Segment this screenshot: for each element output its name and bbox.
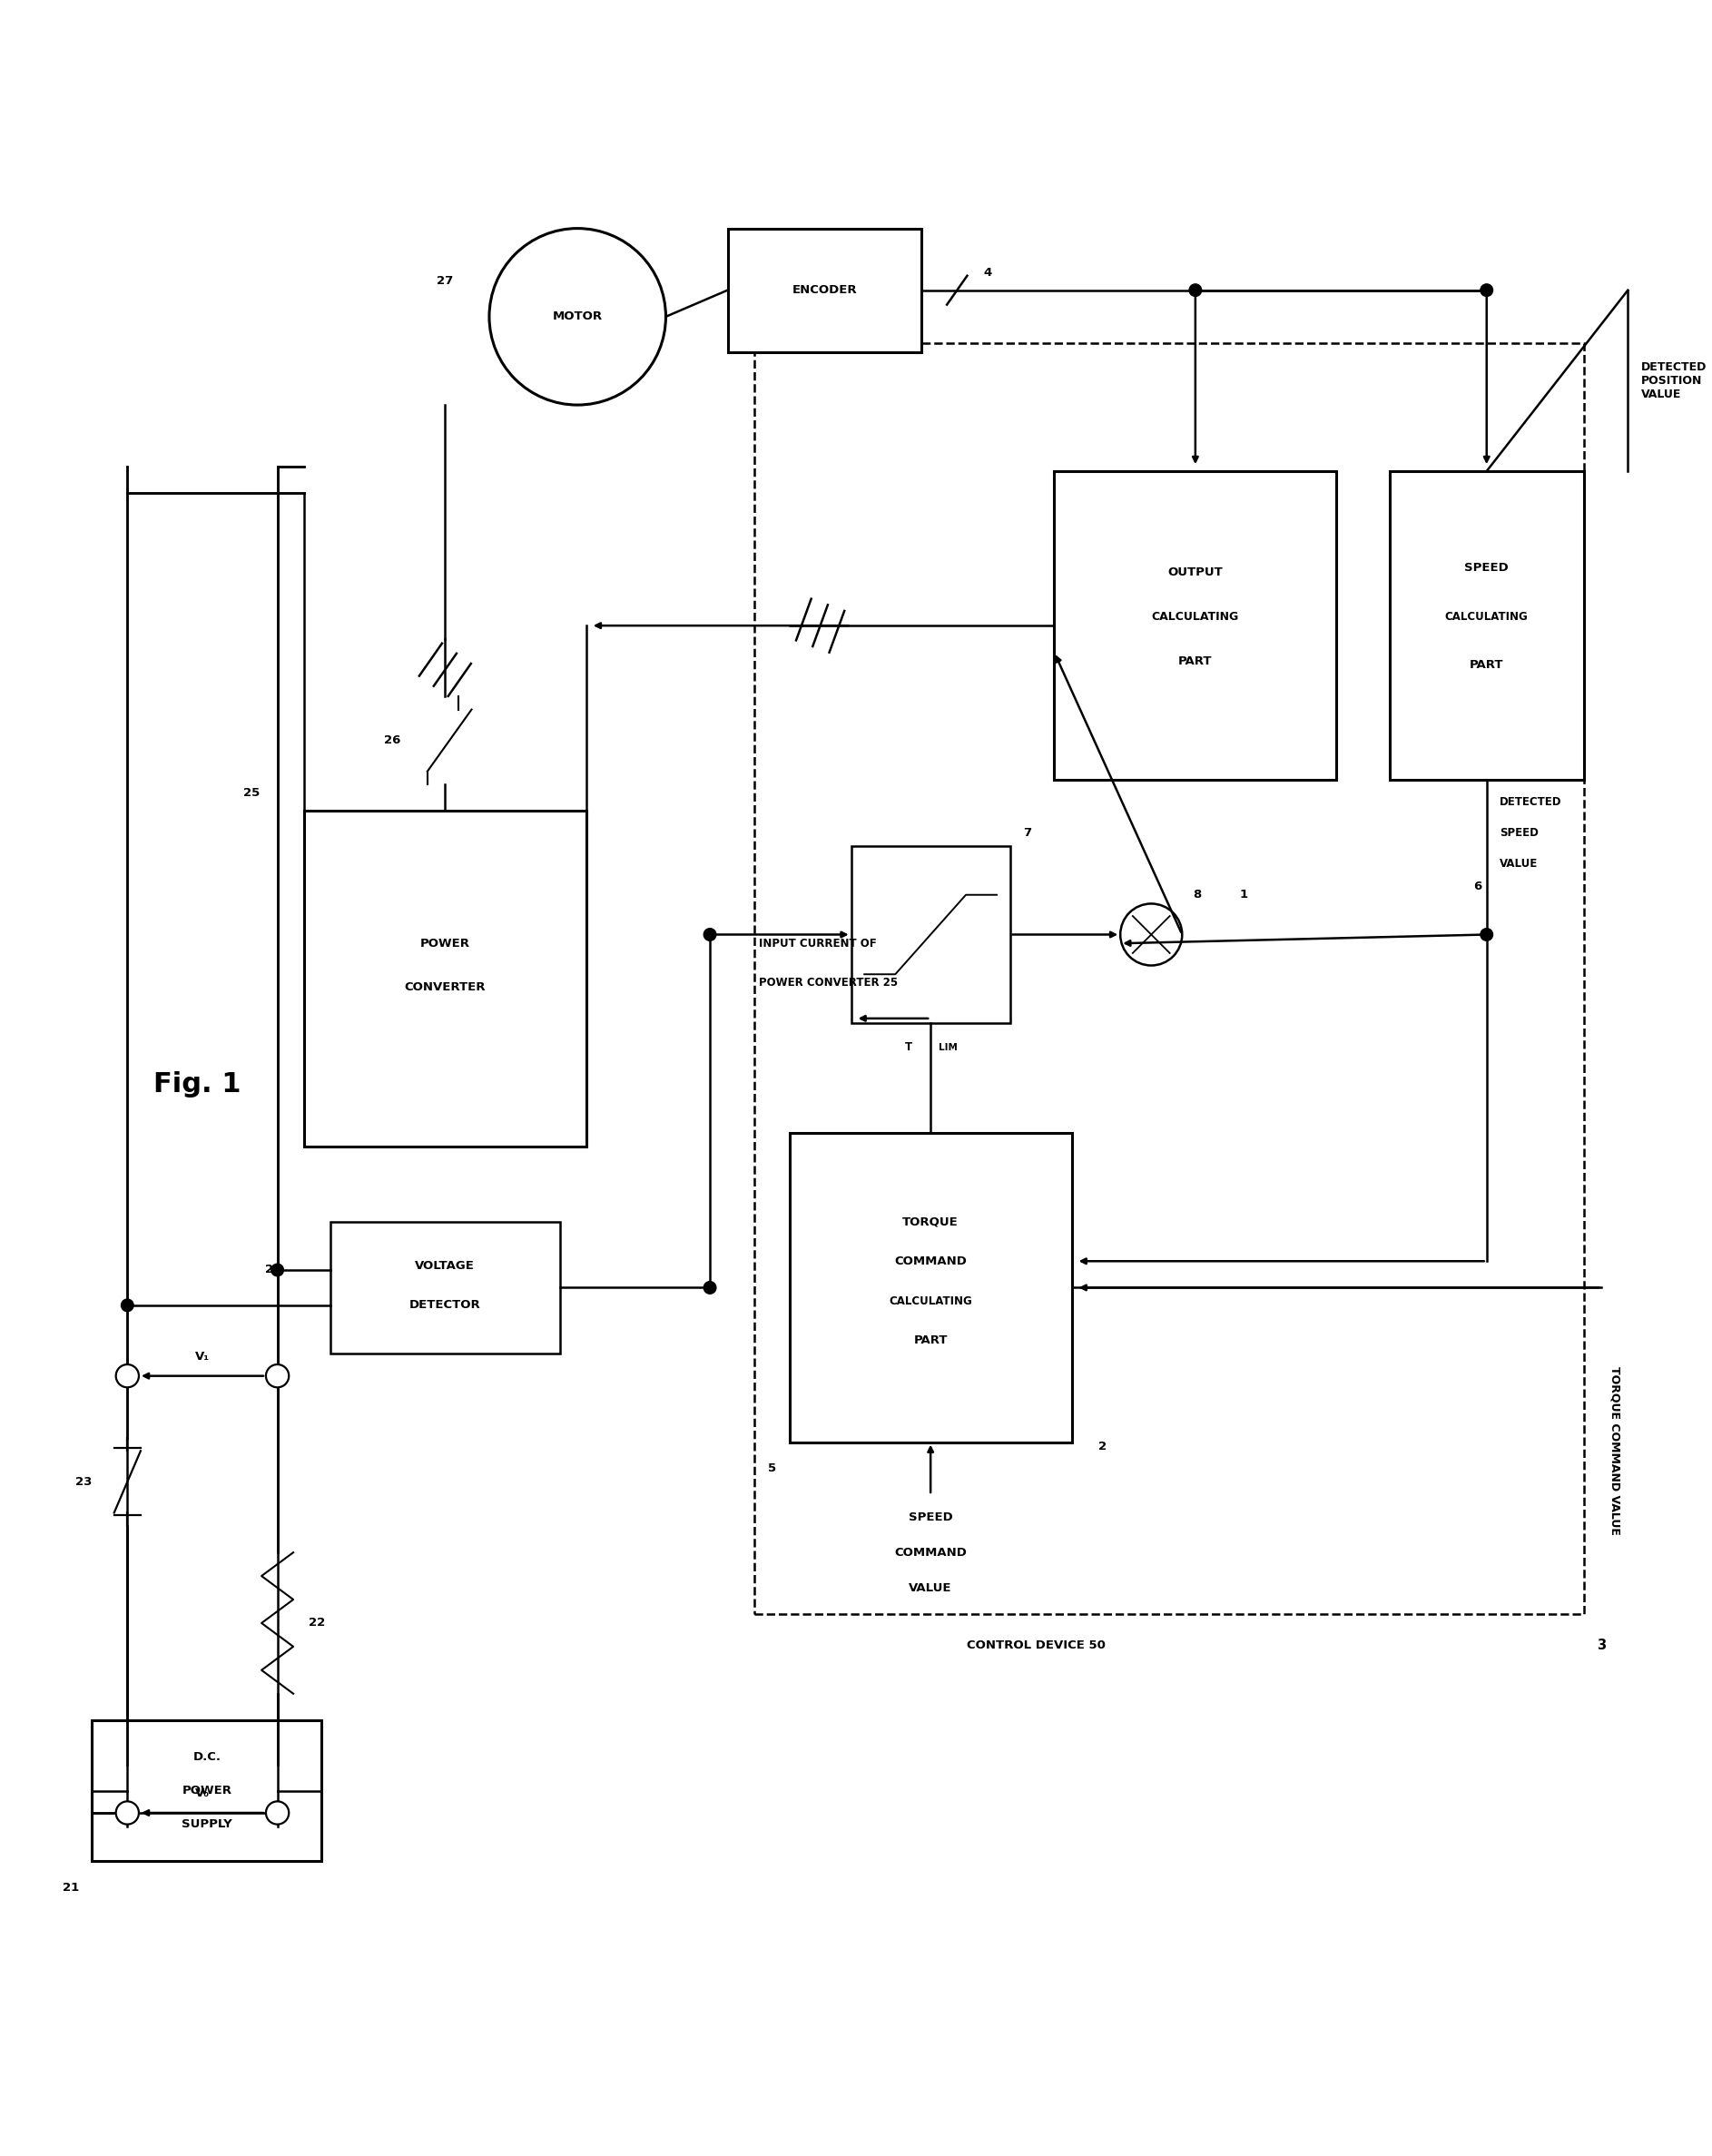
Text: 6: 6 [1474,880,1483,893]
Text: 26: 26 [383,735,401,746]
Circle shape [116,1365,139,1388]
Text: COMMAND: COMMAND [894,1255,967,1268]
Bar [1055,472,1337,780]
Bar [728,229,921,351]
Text: 25: 25 [243,787,260,800]
Text: TORQUE COMMAND VALUE: TORQUE COMMAND VALUE [1609,1367,1621,1535]
Text: PART: PART [1469,660,1503,671]
Text: INPUT CURRENT OF: INPUT CURRENT OF [758,938,877,949]
Text: SPEED: SPEED [909,1511,952,1522]
Text: V₁: V₁ [195,1350,209,1363]
Text: CALCULATING: CALCULATING [1445,610,1529,623]
Text: V₀: V₀ [195,1787,209,1800]
Text: 22: 22 [308,1617,325,1630]
Text: CONVERTER: CONVERTER [404,981,486,994]
Text: 2: 2 [1099,1440,1106,1453]
Circle shape [265,1802,289,1824]
Bar [305,811,586,1147]
Text: DETECTED: DETECTED [1500,796,1561,808]
Circle shape [1120,903,1181,966]
Text: VOLTAGE: VOLTAGE [416,1259,474,1272]
Text: DETECTOR: DETECTOR [409,1300,481,1311]
Circle shape [270,1263,284,1276]
Text: SUPPLY: SUPPLY [181,1818,233,1830]
Text: TORQUE: TORQUE [902,1216,959,1227]
Circle shape [704,929,716,940]
Bar [92,1720,322,1861]
Text: 1: 1 [1239,888,1248,901]
Text: T: T [906,1041,912,1054]
Text: PART: PART [1178,655,1212,666]
Bar [753,343,1584,1615]
Text: POWER: POWER [419,938,471,949]
Circle shape [1190,285,1202,295]
Text: 3: 3 [1597,1639,1606,1651]
Bar [330,1222,560,1354]
Text: VALUE: VALUE [909,1583,952,1593]
Text: 23: 23 [75,1477,92,1488]
Circle shape [265,1365,289,1388]
Text: Fig. 1: Fig. 1 [154,1072,241,1097]
Text: CALCULATING: CALCULATING [1152,610,1239,623]
Text: POWER CONVERTER 25: POWER CONVERTER 25 [758,977,897,990]
Text: SPEED: SPEED [1464,563,1508,573]
Text: 21: 21 [62,1882,79,1893]
Circle shape [704,1281,716,1294]
Text: OUTPUT: OUTPUT [1168,567,1222,578]
Text: 8: 8 [1193,888,1202,901]
Circle shape [1481,285,1493,295]
Circle shape [116,1802,139,1824]
Bar [789,1134,1072,1442]
Text: CONTROL DEVICE 50: CONTROL DEVICE 50 [967,1639,1106,1651]
Text: 24: 24 [265,1263,282,1276]
Circle shape [1481,929,1493,940]
Text: 5: 5 [767,1462,776,1475]
Text: VALUE: VALUE [1500,858,1539,869]
Text: 27: 27 [437,276,454,287]
Bar [1390,472,1584,780]
Text: 7: 7 [1024,828,1032,839]
Bar [851,847,1010,1022]
Text: LIM: LIM [938,1044,957,1052]
Text: SPEED: SPEED [1500,828,1539,839]
Text: CALCULATING: CALCULATING [889,1296,972,1307]
Text: DETECTED
POSITION
VALUE: DETECTED POSITION VALUE [1642,362,1707,401]
Text: D.C.: D.C. [193,1751,221,1764]
Text: POWER: POWER [181,1785,231,1796]
Circle shape [122,1300,134,1311]
Text: 4: 4 [984,267,993,278]
Text: PART: PART [914,1335,947,1348]
Text: COMMAND: COMMAND [894,1546,967,1559]
Text: ENCODER: ENCODER [793,285,858,295]
Circle shape [490,229,666,405]
Text: MOTOR: MOTOR [553,310,603,323]
